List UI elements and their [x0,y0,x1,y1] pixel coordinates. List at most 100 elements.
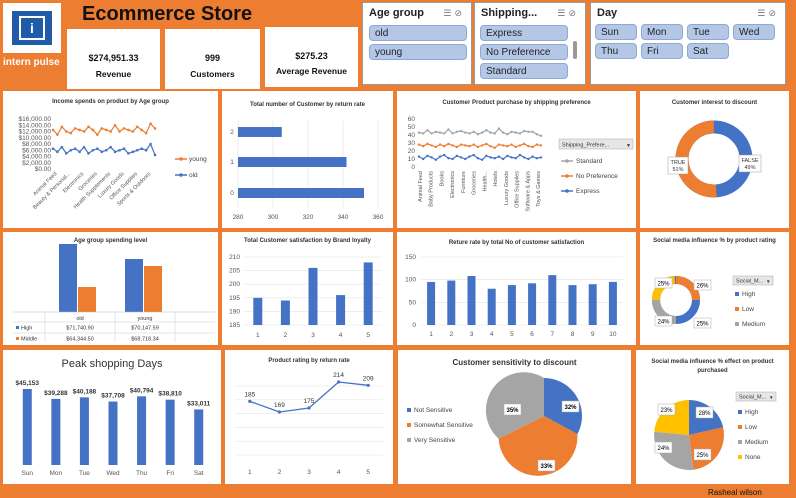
bar [253,297,263,325]
data-point [514,131,517,134]
slicer-item-tue[interactable]: Tue [687,24,729,40]
x-tick-label: 1 [248,469,252,476]
data-point [510,130,513,133]
bar-middle [78,287,96,312]
chart-income-by-age: Income spends on product by Age group $1… [3,91,218,228]
slicer-item-sun[interactable]: Sun [595,24,637,40]
kpi-customers: 999 Customers [165,29,260,89]
slicer-scrollbar[interactable] [573,41,577,59]
data-point [506,145,509,148]
chart-satisfaction-by-loyalty: Total Customer satisfaction by Brand loy… [222,232,393,345]
data-point [96,133,99,136]
satisfaction-bar-chart: 150 100 50 0 1 2 3 4 5 6 7 8 9 10 [405,254,623,338]
x-tick-label: Furniture [461,171,467,193]
chart-title: Customer interest to discount [671,100,758,106]
data-point [100,127,104,130]
data-point [510,143,513,146]
bar-high [125,259,143,312]
slicer-item-fri[interactable]: Fri [641,43,683,59]
data-point [434,130,438,133]
data-point [451,132,454,135]
legend-standard: Standard [576,158,603,165]
slicer-item-mon[interactable]: Mon [641,24,683,40]
data-point [135,148,139,152]
slicer-item-sat[interactable]: Sat [687,43,729,59]
data-point [69,131,73,135]
social-effect-filter[interactable] [735,391,777,402]
chart-title: Social media influence % effect on produ… [651,359,774,374]
data-point [113,150,117,154]
data-point [417,143,421,146]
data-point [497,143,501,146]
data-point [468,155,471,158]
svg-text:Shipping_Prefere...: Shipping_Prefere... [562,143,610,149]
data-point [422,132,425,135]
data-point [60,145,64,149]
svg-text:Social_M...: Social_M... [739,395,767,401]
kpi-revenue: $274,951.33 Revenue [67,29,160,89]
svg-text:Low: Low [742,306,754,313]
x-tick-label: 2 [278,469,282,476]
data-point [73,147,77,150]
y-tick-label: 30 [408,140,416,147]
data-point [480,158,484,161]
data-point [489,131,492,134]
data-point [501,157,505,161]
data-point [337,380,341,384]
y-tick-label: 1 [230,159,234,166]
bar [108,401,118,465]
data-point [443,153,446,157]
x-tick-label: 300 [268,214,279,221]
y-tick-label: $16,000.00 [18,116,51,123]
svg-text:26%: 26% [696,284,709,290]
slicer-item-standard[interactable]: Standard [480,63,568,79]
chart-title: Income spends on product by Age group [52,99,169,105]
brand-label: intern pulse [3,57,60,68]
x-tick-label: 5 [366,469,370,476]
x-tick-label: 3 [307,469,311,476]
slicer-age-group[interactable]: Age group ☰⊘ old young [362,2,472,85]
social-filter-button[interactable] [732,275,774,286]
slicer-item-thu[interactable]: Thu [595,43,637,59]
data-point [82,145,86,149]
bar [79,397,89,465]
series-line-No Preference [418,143,542,149]
data-point [277,410,281,414]
y-tick-label: 210 [229,254,240,261]
multi-select-icon[interactable]: ☰⊘ [557,8,579,18]
footer-credit: Rasheal wilson [708,488,762,497]
chart-social-by-rating: Social media influence % by product rati… [640,232,789,345]
data-point [82,130,86,133]
shipping-filter-button[interactable] [558,138,634,150]
slicer-day[interactable]: Day ☰⊘ Sun Mon Tue Wed Thu Fri Sat [590,2,786,85]
svg-text:High: High [745,409,759,416]
y-tick-label: 2 [230,129,234,136]
sensitivity-pie-chart: 32% 33% 35% Not Sensitive Somewhat Sensi… [407,372,582,476]
slicer-item-old[interactable]: old [369,25,467,41]
svg-text:FALSE: FALSE [741,158,758,164]
svg-text:Somewhat Sensitive: Somewhat Sensitive [414,422,473,429]
slicer-item-express[interactable]: Express [480,25,568,41]
chart-title: Total number of Customer by return rate [250,102,365,108]
slicer-item-no-preference[interactable]: No Preference [480,44,568,60]
data-point [100,150,104,154]
data-point [149,142,152,146]
chart-customers-by-return-rate: Total number of Customer by return rate … [222,91,393,228]
data-point [497,127,501,130]
slicer-shipping[interactable]: Shipping... ☰⊘ Express No Preference Sta… [474,2,586,85]
x-tick-label: 2 [449,331,453,338]
chart-return-by-satisfaction: Reture rate by total No of customer sati… [397,232,636,345]
y-tick-label: 40 [408,132,416,139]
rating-line-chart: 185 1 169 2 175 3 214 4 209 5 [235,372,383,476]
multi-select-icon[interactable]: ☰⊘ [443,8,465,18]
slicer-item-wed[interactable]: Wed [733,24,775,40]
data-point [426,154,429,157]
data-point [535,157,538,160]
multi-select-icon[interactable]: ☰⊘ [757,8,779,18]
data-point [434,158,438,161]
slicer-item-young[interactable]: young [369,44,467,60]
data-label: 185 [244,391,255,398]
data-point [426,129,429,132]
svg-text:25%: 25% [696,322,709,328]
bar [467,276,476,325]
